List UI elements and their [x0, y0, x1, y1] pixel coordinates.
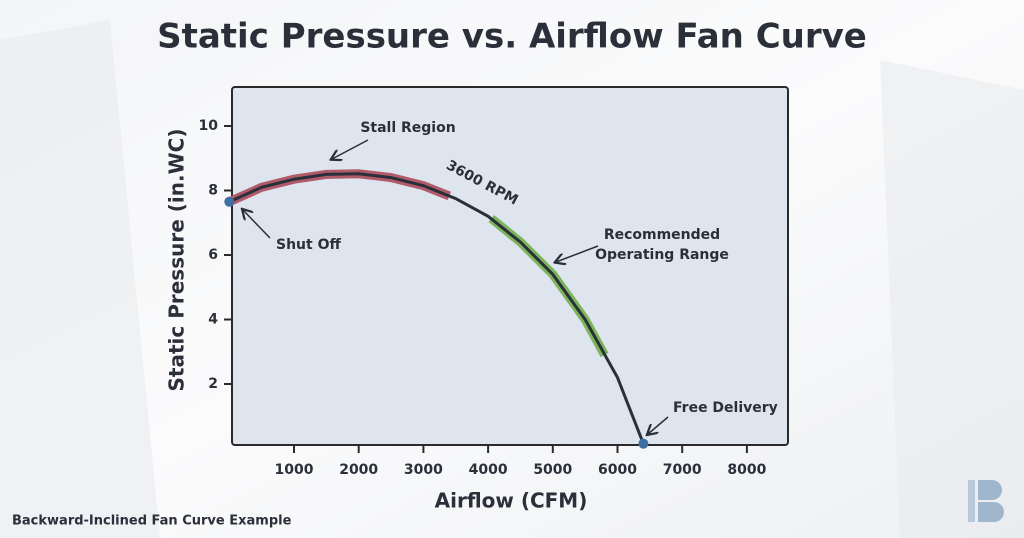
x-tick-label: 3000	[404, 462, 443, 478]
y-tick-label: 4	[208, 312, 218, 328]
x-axis-label: Airflow (CFM)	[435, 489, 588, 513]
y-tick-label: 6	[208, 247, 218, 263]
y-axis-label: Static Pressure (in.WC)	[165, 129, 189, 392]
point	[638, 438, 649, 449]
x-tick-label: 1000	[275, 462, 314, 478]
x-tick-label: 4000	[469, 462, 508, 478]
point-label: Shut Off	[276, 237, 341, 253]
point	[224, 196, 235, 207]
logo	[968, 480, 1004, 522]
plot-area	[231, 86, 789, 446]
chart-title: Static Pressure vs. Airflow Fan Curve	[157, 17, 867, 57]
x-tick-label: 5000	[533, 462, 572, 478]
y-tick-label: 2	[208, 376, 218, 392]
point-label: Free Delivery	[673, 400, 778, 416]
x-tick-label: 7000	[663, 462, 702, 478]
x-tick-label: 8000	[727, 462, 766, 478]
y-tick-label: 8	[208, 183, 218, 199]
caption: Backward-Inclined Fan Curve Example	[12, 514, 292, 529]
x-tick-label: 6000	[598, 462, 637, 478]
arrows	[243, 139, 669, 434]
background-buildings	[0, 20, 1024, 538]
x-tick-label: 2000	[339, 462, 378, 478]
annotation: Operating Range	[595, 247, 729, 263]
y-tick-label: 10	[199, 118, 219, 134]
line	[228, 172, 645, 445]
annotation: Stall Region	[360, 120, 455, 136]
annotation: Recommended	[604, 227, 720, 243]
